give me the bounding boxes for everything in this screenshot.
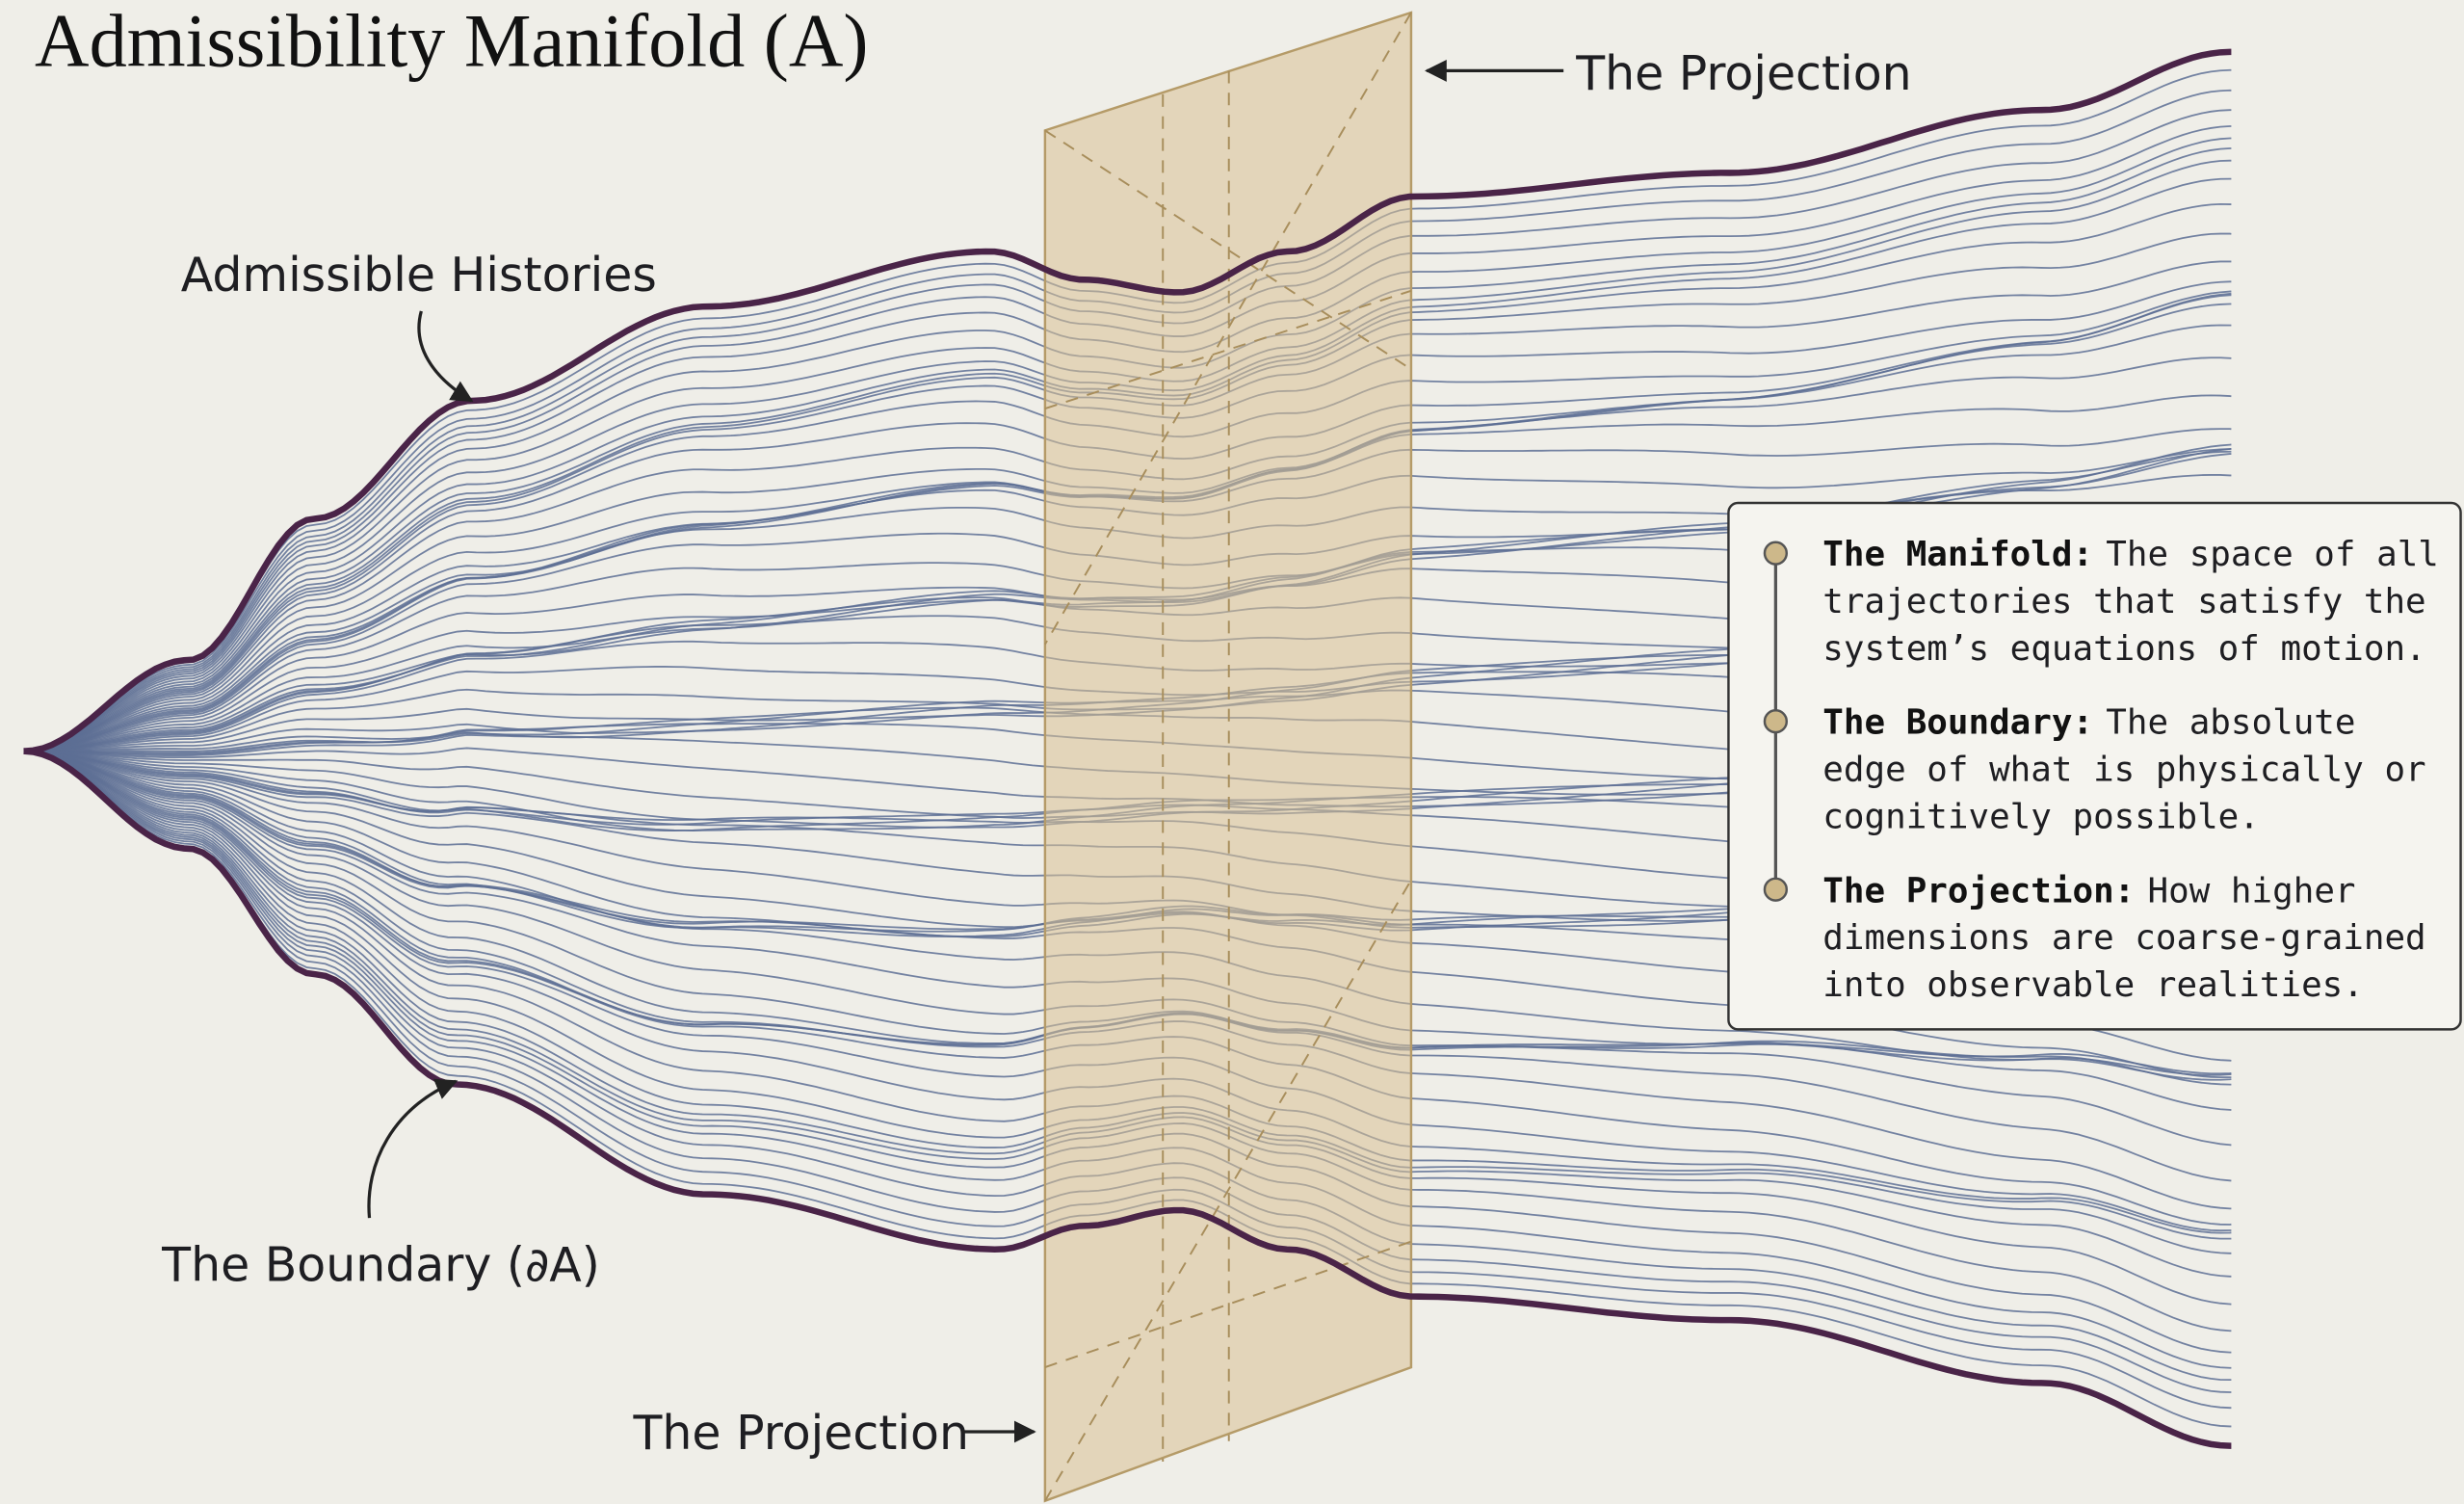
legend-box [1727,501,2462,1031]
projection-plane [1043,11,1413,1503]
label: The Projection [1575,46,1911,101]
label: The Boundary (∂A) [161,1237,600,1292]
legend-text: The space of all [2106,535,2439,574]
legend-text: dimensions are coarse-grained [1822,918,2425,958]
label: The Projection [633,1406,969,1461]
upper-boundary [23,48,2232,754]
arrow [417,310,474,403]
legend-text: trajectories that satisfy the [1822,582,2425,621]
legend-text: The absolute [2106,703,2355,743]
legend: The Manifold: The space of all trajectorie… [1727,501,2462,1031]
title: Admissibility Manifold (A) [35,0,868,83]
legend-bullet [1763,709,1789,734]
legend-term: The Manifold: [1822,535,2093,574]
legend-bullet [1763,877,1789,902]
lower-boundary [23,748,2232,1449]
label: Admissible Histories [181,248,657,303]
legend-text: system’s equations of motion. [1822,629,2425,669]
legend-term: The Boundary: [1822,703,2093,743]
arrow [367,1078,459,1219]
legend-text: edge of what is physically or [1822,751,2425,790]
legend-text: into observable realities. [1822,965,2364,1005]
legend-text: cognitively possible. [1822,798,2260,837]
legend-term: The Projection: [1822,871,2135,910]
legend-text: How higher [2148,871,2356,910]
legend-bullet [1763,541,1789,566]
